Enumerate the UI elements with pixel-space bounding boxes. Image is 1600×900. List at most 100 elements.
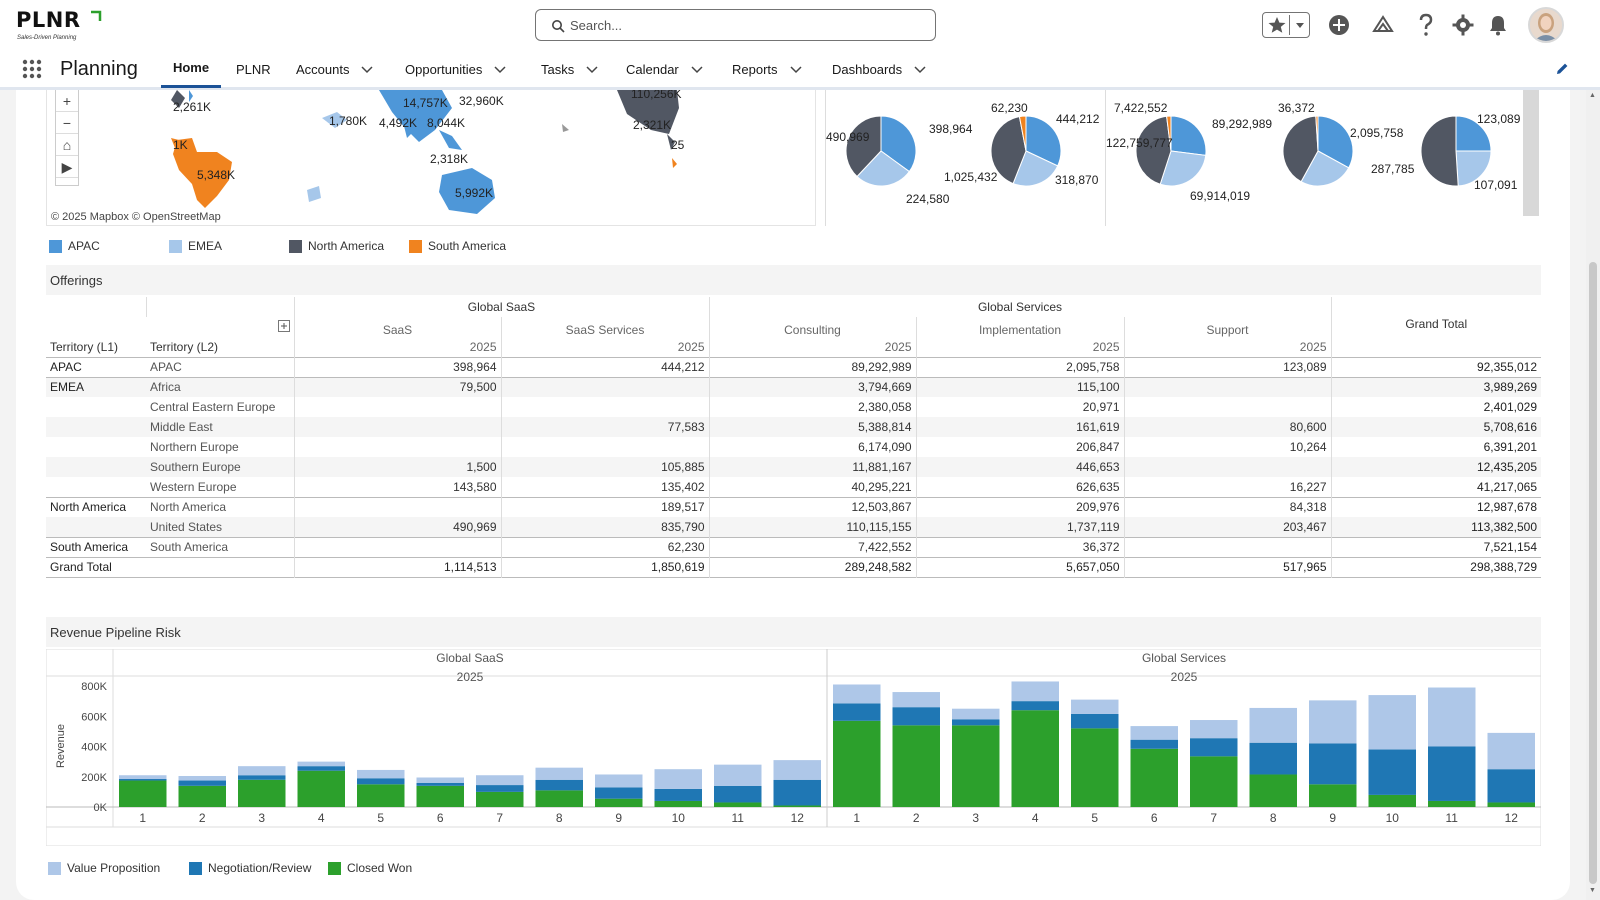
value-cell[interactable]: 143,580	[294, 477, 502, 497]
table-row[interactable]: South America South America 62,230 7,422,55…	[46, 537, 1541, 557]
bar-segment-closed-won[interactable]	[654, 800, 703, 807]
value-cell[interactable]: 135,402	[501, 477, 710, 497]
bar-segment-closed-won[interactable]	[1071, 728, 1119, 807]
legend-item-north-america[interactable]: North America	[289, 239, 384, 253]
bar-segment-value-proposition[interactable]	[833, 684, 881, 704]
value-cell[interactable]	[501, 377, 710, 397]
bar-segment-value-proposition[interactable]	[1130, 726, 1179, 740]
grand-total-cell[interactable]: 517,965	[1124, 557, 1332, 577]
map-region-south-america[interactable]	[173, 138, 232, 208]
bar-segment-negotiation-review[interactable]	[773, 779, 822, 806]
bar-segment-value-proposition[interactable]	[1368, 695, 1417, 750]
pie-panel-scrollbar[interactable]	[1523, 90, 1539, 216]
bar-segment-closed-won[interactable]	[1368, 794, 1417, 807]
value-cell[interactable]: 1,737,119	[916, 517, 1125, 537]
map-region-australia[interactable]	[439, 168, 495, 214]
value-cell[interactable]: 105,885	[501, 457, 710, 477]
favorites-dropdown-icon[interactable]	[1293, 17, 1307, 33]
value-cell[interactable]: 398,964	[294, 357, 502, 377]
bar-segment-closed-won[interactable]	[297, 770, 346, 807]
row-total-cell[interactable]: 7,521,154	[1483, 540, 1537, 554]
bar-segment-negotiation-review[interactable]	[1130, 739, 1179, 749]
nav-tab-calendar[interactable]: Calendar	[626, 50, 703, 88]
bar-segment-value-proposition[interactable]	[892, 692, 941, 708]
bar-segment-value-proposition[interactable]	[1011, 681, 1060, 702]
pie-slice[interactable]	[1135, 115, 1172, 185]
column-header-saas-services[interactable]: SaaS Services	[501, 317, 710, 337]
bar-segment-negotiation-review[interactable]	[238, 775, 286, 780]
value-cell[interactable]: 209,976	[916, 497, 1125, 517]
bar-segment-negotiation-review[interactable]	[535, 779, 584, 791]
pie-slice[interactable]	[1317, 115, 1354, 169]
pie-slice[interactable]	[880, 115, 917, 173]
value-cell[interactable]: 40,295,221	[709, 477, 917, 497]
bar-segment-negotiation-review[interactable]	[892, 707, 941, 726]
bar-segment-closed-won[interactable]	[119, 780, 167, 807]
map-region-central-america[interactable]	[171, 138, 179, 148]
row-total-cell[interactable]: 41,217,065	[1476, 479, 1537, 494]
pie-slice[interactable]	[1300, 150, 1350, 187]
map-region-north-america-east[interactable]	[617, 90, 679, 134]
value-cell[interactable]	[1124, 377, 1332, 397]
table-row[interactable]: EMEA Africa 79,500 3,794,669 115,100 3,989,26…	[46, 377, 1541, 397]
bar-segment-closed-won[interactable]	[714, 802, 762, 807]
bar-segment-negotiation-review[interactable]	[1428, 746, 1476, 801]
value-cell[interactable]	[501, 397, 710, 417]
column-header-implementation[interactable]: Implementation	[916, 317, 1125, 337]
bar-segment-value-proposition[interactable]	[1071, 699, 1119, 714]
pie-slice[interactable]	[856, 150, 911, 187]
expand-collapse-icon[interactable]	[277, 319, 290, 332]
pie-slice[interactable]	[1455, 150, 1492, 187]
chevron-down-icon[interactable]	[914, 63, 926, 75]
table-row[interactable]: APAC APAC 398,964 444,212 89,292,989 2,095,75…	[46, 357, 1541, 377]
bar-segment-negotiation-review[interactable]	[1309, 743, 1357, 785]
value-cell[interactable]	[501, 437, 710, 457]
bar-segment-negotiation-review[interactable]	[1249, 742, 1298, 775]
bar-segment-negotiation-review[interactable]	[1487, 769, 1536, 803]
value-cell[interactable]: 7,422,552	[709, 537, 917, 557]
bar-segment-negotiation-review[interactable]	[1190, 738, 1238, 757]
map-region-caribbean[interactable]	[667, 134, 675, 150]
pie-slice[interactable]	[1315, 115, 1319, 152]
pie-slice[interactable]	[1018, 115, 1027, 152]
search-input[interactable]	[570, 15, 920, 35]
map-tools-button[interactable]: ▶	[56, 156, 78, 178]
map-region-se-asia[interactable]	[403, 122, 413, 138]
value-cell[interactable]: 206,847	[916, 437, 1125, 457]
bar-segment-value-proposition[interactable]	[1487, 732, 1536, 770]
pie-slice[interactable]	[1420, 115, 1459, 187]
value-cell[interactable]: 5,388,814	[709, 417, 917, 437]
scroll-up-arrow-icon[interactable]: ▲	[1589, 92, 1596, 99]
row-header-territory-l2[interactable]: Territory (L2)	[146, 337, 295, 357]
value-cell[interactable]	[294, 537, 502, 557]
table-row[interactable]: Southern Europe 1,500 105,885 11,881,167 446…	[46, 457, 1541, 477]
column-header-support[interactable]: Support	[1124, 317, 1332, 337]
pie-slice[interactable]	[1159, 150, 1207, 187]
value-cell[interactable]: 10,264	[1124, 437, 1332, 457]
bar-segment-closed-won[interactable]	[1190, 756, 1238, 807]
value-cell[interactable]: 84,318	[1124, 497, 1332, 517]
bar-segment-value-proposition[interactable]	[595, 774, 643, 788]
nav-tab-accounts[interactable]: Accounts	[296, 50, 374, 88]
value-cell[interactable]: 11,881,167	[709, 457, 917, 477]
value-cell[interactable]: 16,227	[1124, 477, 1332, 497]
table-row[interactable]: North America North America 189,517 12,503,…	[46, 497, 1541, 517]
bar-segment-closed-won[interactable]	[595, 798, 643, 807]
bar-segment-negotiation-review[interactable]	[178, 780, 227, 786]
notifications-bell-icon[interactable]	[1488, 14, 1508, 36]
value-cell[interactable]	[294, 417, 502, 437]
chevron-down-icon[interactable]	[494, 63, 506, 75]
value-cell[interactable]: 79,500	[294, 377, 502, 397]
nav-tab-plnr[interactable]: PLNR	[236, 50, 271, 88]
value-cell[interactable]	[294, 397, 502, 417]
value-cell[interactable]	[294, 437, 502, 457]
add-icon[interactable]	[1328, 14, 1350, 36]
value-cell[interactable]: 161,619	[916, 417, 1125, 437]
row-total-cell[interactable]: 5,708,616	[1331, 417, 1541, 437]
pie-slice[interactable]	[1170, 115, 1207, 156]
pie-slice[interactable]	[1282, 115, 1319, 183]
bar-segment-closed-won[interactable]	[178, 785, 227, 807]
value-cell[interactable]: 189,517	[501, 497, 710, 517]
row-total-cell[interactable]: 3,989,269	[1331, 377, 1541, 397]
chevron-down-icon[interactable]	[691, 63, 703, 75]
